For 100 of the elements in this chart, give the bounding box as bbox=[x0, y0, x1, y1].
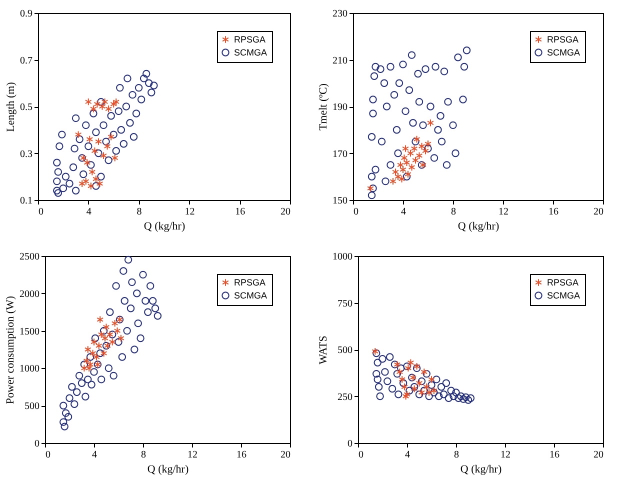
point bbox=[148, 297, 157, 305]
point bbox=[86, 135, 94, 144]
point bbox=[452, 149, 460, 158]
point bbox=[378, 355, 386, 363]
point bbox=[454, 54, 462, 62]
point bbox=[372, 166, 380, 174]
point bbox=[412, 156, 419, 164]
x-tick-label: 4 bbox=[401, 206, 406, 218]
y-tick-label: 170 bbox=[332, 148, 348, 160]
point bbox=[438, 138, 446, 146]
point bbox=[418, 377, 426, 386]
point bbox=[393, 370, 402, 378]
point bbox=[90, 110, 98, 118]
point bbox=[416, 379, 423, 388]
x-tick-label: 20 bbox=[280, 450, 290, 460]
point bbox=[410, 144, 418, 152]
y-tick-label: 1000 bbox=[20, 364, 40, 375]
point bbox=[97, 376, 106, 384]
legend-label: SCMGA bbox=[234, 48, 268, 58]
x-tick-label: 20 bbox=[594, 206, 604, 218]
legend-label: RPSGA bbox=[234, 278, 266, 288]
point bbox=[120, 267, 128, 275]
point bbox=[137, 96, 146, 104]
y-axis-title: Power consumption (W) bbox=[4, 296, 16, 404]
point bbox=[60, 422, 68, 430]
y-tick-label: 1000 bbox=[332, 252, 352, 262]
point bbox=[100, 152, 107, 160]
point bbox=[415, 390, 424, 398]
point bbox=[407, 358, 414, 366]
point bbox=[126, 119, 134, 127]
point bbox=[142, 70, 150, 78]
point bbox=[104, 364, 113, 372]
x-axis-title: Q (kg/hr) bbox=[458, 220, 500, 232]
point bbox=[62, 409, 70, 417]
point bbox=[112, 98, 120, 106]
point bbox=[408, 51, 416, 59]
x-tick-label: 16 bbox=[236, 450, 246, 460]
point bbox=[376, 392, 384, 400]
point bbox=[78, 379, 86, 388]
y-axis-title: Tmelt (ºC) bbox=[318, 83, 330, 131]
point bbox=[110, 130, 118, 138]
y-tick-label: 2500 bbox=[20, 252, 40, 262]
legend-label: SCMGA bbox=[234, 290, 268, 300]
point bbox=[100, 121, 108, 130]
point bbox=[111, 319, 118, 328]
point bbox=[437, 383, 446, 391]
point bbox=[148, 88, 156, 96]
point bbox=[402, 144, 409, 152]
point bbox=[112, 282, 120, 290]
point bbox=[444, 98, 452, 106]
point bbox=[96, 349, 104, 358]
point bbox=[399, 60, 407, 68]
point bbox=[419, 121, 427, 130]
point bbox=[100, 326, 108, 335]
point bbox=[382, 177, 390, 186]
point bbox=[382, 102, 391, 110]
point bbox=[440, 390, 448, 398]
y-tick-label: 210 bbox=[332, 55, 348, 66]
y-tick-label: 500 bbox=[24, 401, 40, 412]
point bbox=[110, 100, 118, 108]
y-tick-label: 0.5 bbox=[20, 102, 32, 113]
point bbox=[369, 110, 377, 118]
point bbox=[64, 412, 72, 421]
x-tick-label: 8 bbox=[136, 206, 142, 218]
point bbox=[74, 130, 82, 138]
point bbox=[428, 381, 436, 389]
point bbox=[151, 304, 160, 312]
point bbox=[75, 372, 84, 380]
point bbox=[84, 376, 92, 384]
point bbox=[400, 166, 406, 174]
point bbox=[452, 388, 460, 396]
point bbox=[409, 119, 417, 127]
point bbox=[397, 364, 405, 372]
point bbox=[390, 177, 396, 186]
point bbox=[72, 388, 81, 396]
y-axis-title: Length (m) bbox=[5, 82, 17, 132]
point bbox=[101, 98, 108, 106]
point bbox=[70, 144, 78, 152]
point bbox=[92, 128, 100, 136]
point bbox=[376, 65, 384, 73]
point bbox=[394, 172, 402, 180]
point bbox=[108, 338, 116, 346]
point bbox=[102, 323, 110, 331]
point bbox=[400, 154, 408, 162]
point bbox=[369, 96, 377, 104]
point bbox=[132, 110, 140, 118]
point bbox=[76, 135, 84, 144]
point bbox=[72, 186, 80, 194]
point bbox=[102, 138, 110, 146]
point bbox=[104, 156, 112, 164]
point bbox=[394, 360, 401, 368]
point bbox=[428, 376, 435, 384]
point bbox=[414, 70, 422, 78]
point bbox=[60, 418, 68, 426]
point bbox=[432, 376, 440, 384]
point bbox=[412, 138, 420, 146]
y-tick-label: 0.3 bbox=[20, 148, 32, 160]
point bbox=[145, 79, 153, 87]
point bbox=[370, 72, 378, 80]
point bbox=[466, 394, 475, 402]
